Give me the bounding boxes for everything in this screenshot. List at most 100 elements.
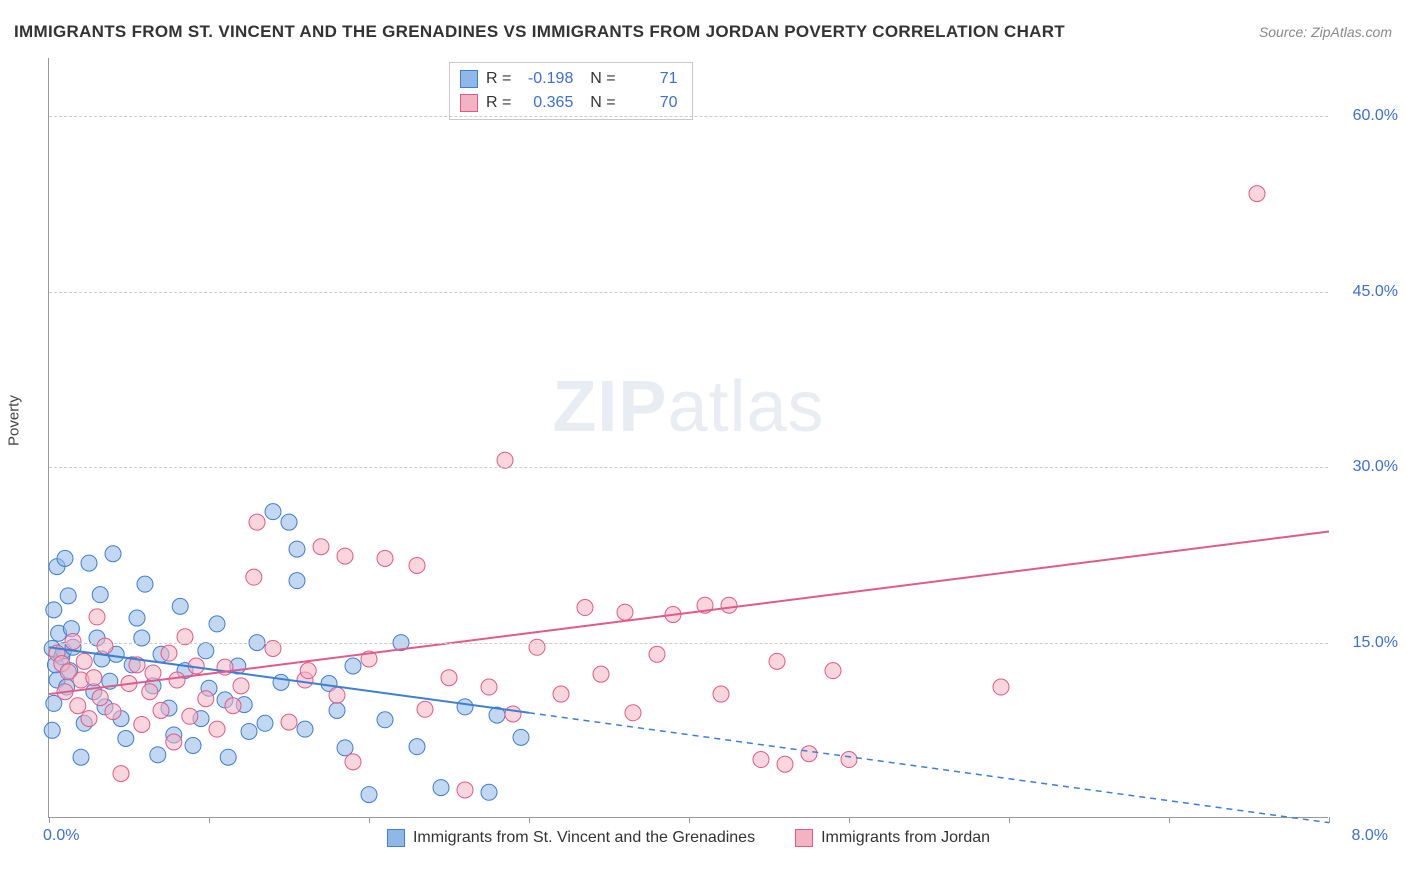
data-point [345,754,361,770]
data-point [329,687,345,703]
data-point [185,738,201,754]
legend-entry-2: Immigrants from Jordan [795,829,990,847]
data-point [337,740,353,756]
y-tick-label: 15.0% [1353,634,1398,652]
x-tick [529,817,530,823]
gridline [49,643,1328,644]
x-tick [1009,817,1010,823]
data-point [92,587,108,603]
data-point [153,702,169,718]
chart-svg [49,58,1328,817]
data-point [169,672,185,688]
data-point [142,684,158,700]
data-point [44,722,60,738]
data-point [89,609,105,625]
data-point [625,705,641,721]
data-point [198,643,214,659]
data-point [220,749,236,765]
data-point [721,597,737,613]
data-point [241,723,257,739]
data-point [225,698,241,714]
legend-bottom: Immigrants from St. Vincent and the Gren… [49,829,1328,847]
data-point [145,665,161,681]
y-axis-label: Poverty [6,395,23,446]
data-point [769,653,785,669]
data-point [65,633,81,649]
data-point [361,787,377,803]
data-point [246,569,262,585]
data-point [273,674,289,690]
data-point [198,691,214,707]
data-point [329,702,345,718]
data-point [1249,186,1265,202]
data-point [70,698,86,714]
data-point [257,715,273,731]
data-point [577,600,593,616]
legend-swatch-1 [460,70,478,88]
data-point [60,588,76,604]
legend-swatch-2 [460,94,478,112]
gridline [49,116,1328,117]
data-point [993,679,1009,695]
data-point [433,780,449,796]
data-point [92,690,108,706]
data-point [209,616,225,632]
x-tick [209,817,210,823]
legend-stats-row-2: R = 0.365 N = 70 [460,91,678,115]
data-point [161,645,177,661]
data-point [441,670,457,686]
y-tick-label: 60.0% [1353,107,1398,125]
x-tick [689,817,690,823]
data-point [281,714,297,730]
x-tick [849,817,850,823]
data-point [553,686,569,702]
data-point [409,557,425,573]
source-label: Source: ZipAtlas.com [1259,24,1392,40]
data-point [841,752,857,768]
data-point [81,711,97,727]
data-point [172,598,188,614]
chart-title: IMMIGRANTS FROM ST. VINCENT AND THE GREN… [14,22,1065,42]
data-point [481,784,497,800]
data-point [209,721,225,737]
data-point [105,546,121,562]
legend-stats-row-1: R = -0.198 N = 71 [460,67,678,91]
data-point [337,548,353,564]
data-point [289,573,305,589]
data-point [377,550,393,566]
data-point [345,658,361,674]
data-point [46,602,62,618]
x-tick [1169,817,1170,823]
data-point [377,712,393,728]
x-tick [49,817,50,823]
gridline [49,292,1328,293]
data-point [76,653,92,669]
plot-area: ZIPatlas R = -0.198 N = 71 R = 0.365 N =… [48,58,1328,818]
x-axis-max-label: 8.0% [1352,827,1388,845]
data-point [753,752,769,768]
data-point [265,504,281,520]
data-point [57,550,73,566]
data-point [97,638,113,654]
legend-swatch-bottom-1 [387,829,405,847]
data-point [617,604,633,620]
y-tick-label: 30.0% [1353,458,1398,476]
data-point [801,746,817,762]
data-point [105,704,121,720]
data-point [497,452,513,468]
regression-line-dashed [529,713,1329,823]
data-point [150,747,166,763]
data-point [113,766,129,782]
x-tick [369,817,370,823]
data-point [281,514,297,530]
data-point [249,514,265,530]
data-point [134,716,150,732]
data-point [86,670,102,686]
data-point [713,686,729,702]
data-point [505,706,521,722]
data-point [649,646,665,662]
data-point [73,749,89,765]
data-point [457,699,473,715]
data-point [777,756,793,772]
data-point [593,666,609,682]
